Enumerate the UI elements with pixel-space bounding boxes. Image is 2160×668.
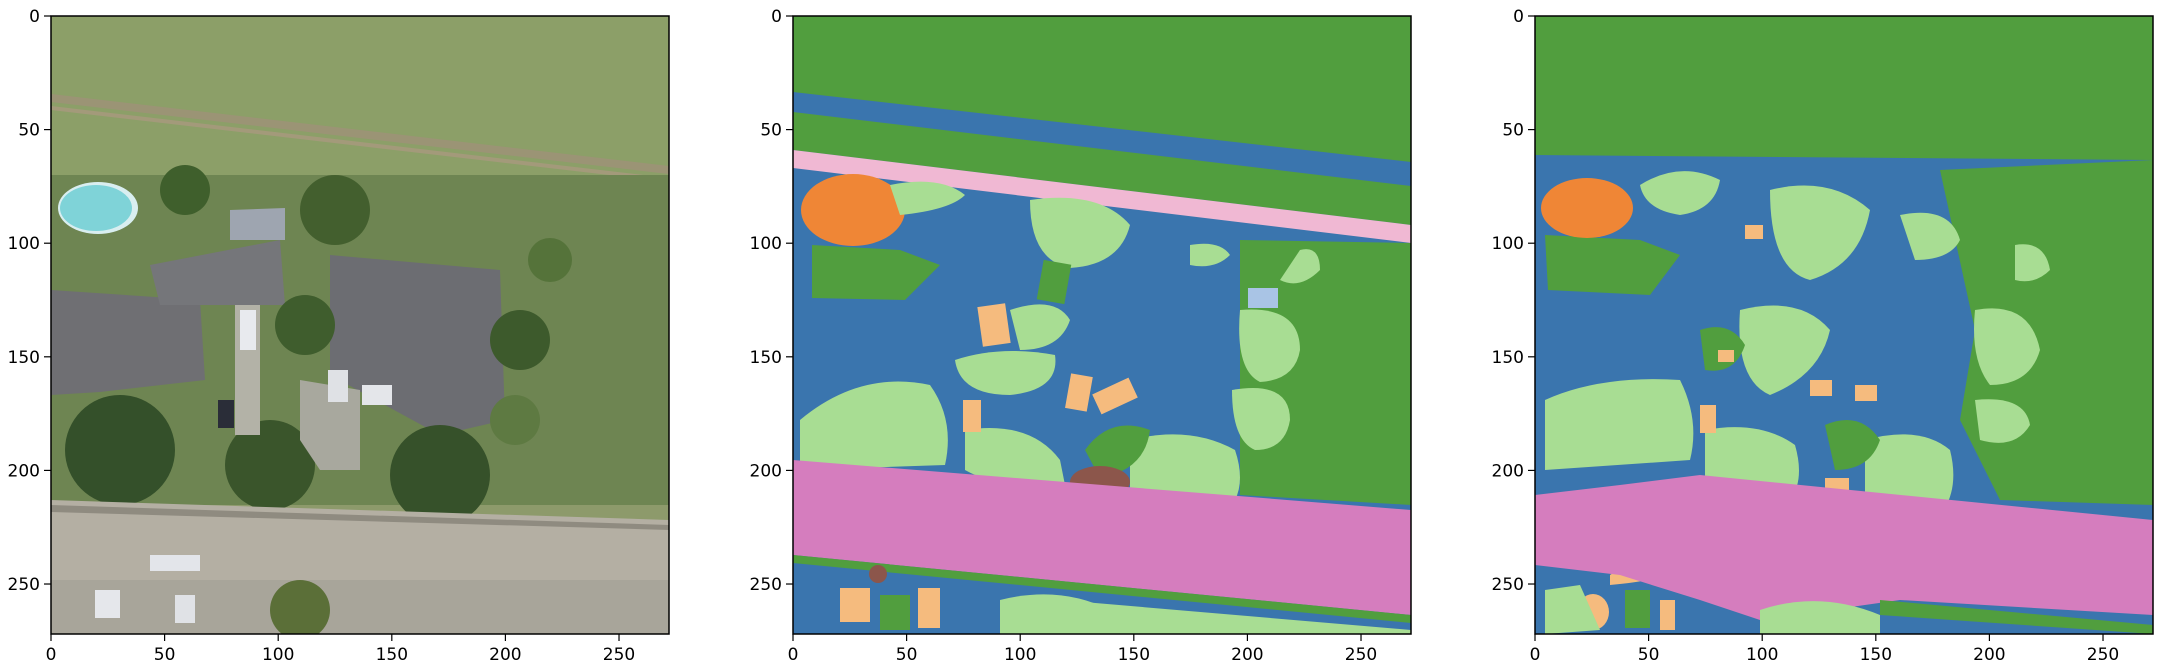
predicted-mask-xtick-label: 250 (2087, 645, 2119, 665)
ground-truth-mask-ytick-label: 100 (750, 234, 782, 254)
predicted-mask-ytick-label: 150 (1492, 348, 1524, 368)
aerial-photo-ytick-label: 200 (8, 461, 40, 481)
aerial-photo-ytick-label: 150 (8, 348, 40, 368)
aerial-photo-ytick-label: 0 (29, 7, 40, 27)
aerial-photo-ytick-label: 50 (18, 121, 40, 141)
ground-truth-mask-panel (793, 16, 1411, 634)
predicted-mask-frame (1534, 15, 2154, 635)
ground-truth-mask-xtick-label: 250 (1345, 645, 1377, 665)
ground-truth-mask-frame (792, 15, 1412, 635)
aerial-photo-xtick-label: 50 (154, 645, 176, 665)
aerial-photo-frame (50, 15, 670, 635)
aerial-photo-xtick-label: 150 (376, 645, 408, 665)
ground-truth-mask-xtick-label: 100 (1004, 645, 1036, 665)
axis-ticks (44, 15, 2104, 641)
ground-truth-mask-ytick-label: 50 (760, 121, 782, 141)
aerial-photo-ytick-label: 250 (8, 575, 40, 595)
predicted-mask-panel (1535, 16, 2153, 634)
ground-truth-mask-xtick-label: 0 (788, 645, 799, 665)
predicted-mask-xtick-label: 200 (1973, 645, 2005, 665)
predicted-mask-ytick-label: 250 (1492, 575, 1524, 595)
aerial-photo-xtick-label: 100 (262, 645, 294, 665)
aerial-photo-xtick-label: 250 (603, 645, 635, 665)
aerial-photo-panel (51, 16, 669, 634)
ground-truth-mask-ytick-label: 0 (771, 7, 782, 27)
predicted-mask-ytick-label: 0 (1513, 7, 1524, 27)
predicted-mask-xtick-label: 100 (1746, 645, 1778, 665)
aerial-photo-xtick-label: 200 (489, 645, 521, 665)
ground-truth-mask-xtick-label: 150 (1118, 645, 1150, 665)
ground-truth-mask-xtick-label: 200 (1231, 645, 1263, 665)
predicted-mask-ytick-label: 200 (1492, 461, 1524, 481)
ground-truth-mask-xtick-label: 50 (896, 645, 918, 665)
predicted-mask-ytick-label: 50 (1502, 121, 1524, 141)
predicted-mask-xtick-label: 50 (1638, 645, 1660, 665)
predicted-mask-xtick-label: 0 (1530, 645, 1541, 665)
predicted-mask-xtick-label: 150 (1860, 645, 1892, 665)
aerial-photo-xtick-label: 0 (46, 645, 57, 665)
ground-truth-mask-ytick-label: 150 (750, 348, 782, 368)
axis-tick-labels: 0 50 100 150 200 250 0 50 100 150 200 250 0 50 100 150 2… (8, 7, 2120, 665)
aerial-photo-ytick-label: 100 (8, 234, 40, 254)
ground-truth-mask-ytick-label: 200 (750, 461, 782, 481)
ground-truth-mask-ytick-label: 250 (750, 575, 782, 595)
predicted-mask-ytick-label: 100 (1492, 234, 1524, 254)
